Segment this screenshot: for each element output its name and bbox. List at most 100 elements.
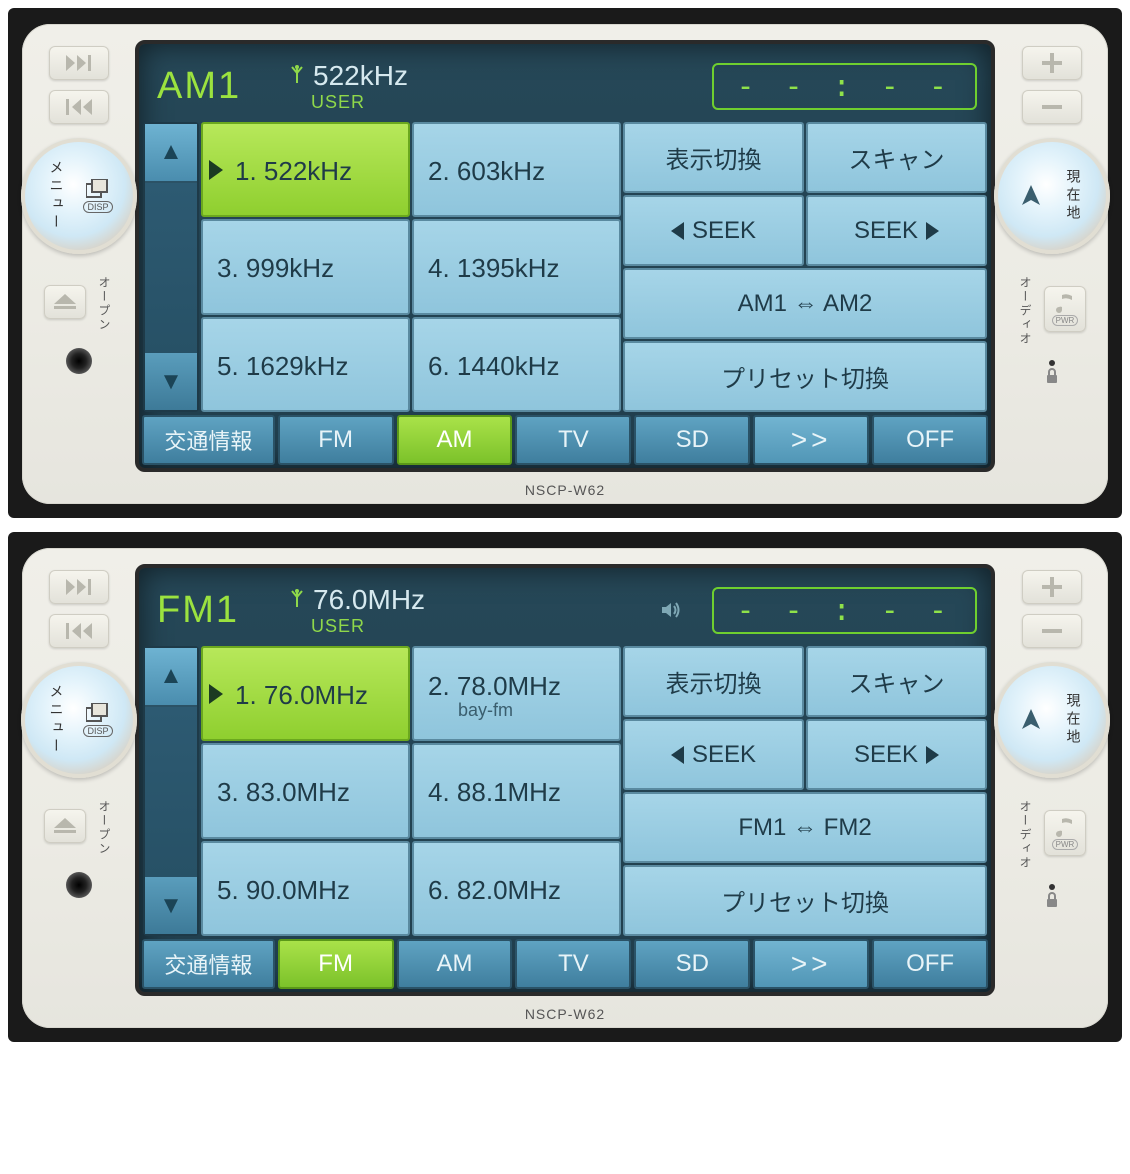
preset-3[interactable]: 3. 999kHz	[201, 219, 410, 314]
clock-display: - - : - -	[712, 63, 977, 110]
preset-1[interactable]: 1. 522kHz	[201, 122, 410, 217]
indicator-dot	[1049, 360, 1055, 366]
source-sd[interactable]: SD	[634, 939, 750, 989]
volume-down-button[interactable]	[1022, 614, 1082, 648]
band-indicator: AM1	[157, 65, 277, 108]
source-more[interactable]: >>	[753, 939, 869, 989]
head-unit-0: メニュー DISP オープン AM1	[8, 8, 1122, 518]
aux-jack	[66, 348, 92, 374]
antenna-icon	[289, 65, 305, 85]
preset-1[interactable]: 1. 76.0MHz	[201, 646, 410, 741]
track-next-button[interactable]	[49, 570, 109, 604]
preset-switch-button[interactable]: プリセット切換	[623, 865, 987, 936]
eject-button[interactable]	[44, 285, 86, 319]
display-switch-button[interactable]: 表示切換	[623, 646, 804, 717]
volume-down-button[interactable]	[1022, 90, 1082, 124]
volume-up-button[interactable]	[1022, 46, 1082, 80]
scroll-up-button[interactable]: ▲	[145, 124, 197, 183]
source-am[interactable]: AM	[397, 415, 513, 465]
right-hw-column: 現在地 オーディオ PWR	[995, 40, 1108, 498]
aux-jack	[66, 872, 92, 898]
user-label: USER	[311, 616, 425, 637]
scroll-track[interactable]	[145, 707, 197, 877]
control-column: 表示切換 スキャン SEEK SEEK FM1 ⇔ FM2	[623, 646, 987, 936]
location-knob[interactable]: 現在地	[994, 138, 1110, 254]
preset-4[interactable]: 4. 1395kHz	[412, 219, 621, 314]
preset-6[interactable]: 6. 82.0MHz	[412, 841, 621, 936]
power-button[interactable]: PWR	[1044, 810, 1086, 856]
menu-knob[interactable]: メニュー DISP	[21, 138, 137, 254]
menu-knob[interactable]: メニュー DISP	[21, 662, 137, 778]
nav-arrow-icon	[1018, 707, 1044, 733]
source-tv[interactable]: TV	[515, 939, 631, 989]
seek-down-button[interactable]: SEEK	[623, 195, 804, 266]
source-fm[interactable]: FM	[278, 939, 394, 989]
scroll-down-button[interactable]: ▼	[145, 877, 197, 934]
source-bar: 交通情報FMAMTVSD>>OFF	[139, 936, 991, 992]
power-button[interactable]: PWR	[1044, 286, 1086, 332]
model-label: NSCP-W62	[525, 482, 605, 498]
source-fm[interactable]: FM	[278, 415, 394, 465]
open-label: オープン	[96, 800, 113, 856]
preset-4[interactable]: 4. 88.1MHz	[412, 743, 621, 838]
source-am[interactable]: AM	[397, 939, 513, 989]
band-switch-button[interactable]: FM1 ⇔ FM2	[623, 792, 987, 863]
track-next-button[interactable]	[49, 46, 109, 80]
status-bar: FM1 76.0MHz USER - - : - -	[139, 568, 991, 646]
preset-3[interactable]: 3. 83.0MHz	[201, 743, 410, 838]
preset-scroller: ▲ ▼	[143, 646, 199, 936]
status-bar: AM1 522kHz USER - - : - -	[139, 44, 991, 122]
current-frequency: 522kHz	[313, 60, 408, 92]
playing-indicator-icon	[209, 684, 223, 704]
track-prev-button[interactable]	[49, 614, 109, 648]
screen-area: AM1 522kHz USER - - : - -	[135, 40, 995, 498]
scan-button[interactable]: スキャン	[806, 122, 987, 193]
location-label: 現在地	[1064, 693, 1084, 747]
head-unit-1: メニュー DISP オープン FM1	[8, 532, 1122, 1042]
source-bar: 交通情報FMAMTVSD>>OFF	[139, 412, 991, 468]
speaker-icon	[660, 600, 682, 620]
seek-down-button[interactable]: SEEK	[623, 719, 804, 790]
scroll-down-button[interactable]: ▼	[145, 353, 197, 410]
current-frequency: 76.0MHz	[313, 584, 425, 616]
volume-up-button[interactable]	[1022, 570, 1082, 604]
source-off[interactable]: OFF	[872, 415, 988, 465]
source-tv[interactable]: TV	[515, 415, 631, 465]
seek-up-button[interactable]: SEEK	[806, 195, 987, 266]
screen: FM1 76.0MHz USER - - : - -	[135, 564, 995, 996]
triangle-left-icon	[671, 746, 684, 764]
band-switch-button[interactable]: AM1 ⇔ AM2	[623, 268, 987, 339]
source-traffic[interactable]: 交通情報	[142, 415, 275, 465]
location-knob[interactable]: 現在地	[994, 662, 1110, 778]
preset-scroller: ▲ ▼	[143, 122, 199, 412]
triangle-right-icon	[926, 222, 939, 240]
lock-icon	[1045, 892, 1059, 908]
preset-grid: 1. 522kHz 2. 603kHz 3. 999kHz 4. 1395kHz	[201, 122, 621, 412]
disp-label: DISP	[83, 725, 112, 737]
seek-up-button[interactable]: SEEK	[806, 719, 987, 790]
source-traffic[interactable]: 交通情報	[142, 939, 275, 989]
scan-button[interactable]: スキャン	[806, 646, 987, 717]
eject-button[interactable]	[44, 809, 86, 843]
band-indicator: FM1	[157, 589, 277, 632]
source-sd[interactable]: SD	[634, 415, 750, 465]
screen-area: FM1 76.0MHz USER - - : - -	[135, 564, 995, 1022]
source-off[interactable]: OFF	[872, 939, 988, 989]
left-hw-column: メニュー DISP オープン	[22, 40, 135, 498]
windows-icon	[86, 179, 110, 199]
clock-display: - - : - -	[712, 587, 977, 634]
track-prev-button[interactable]	[49, 90, 109, 124]
preset-5[interactable]: 5. 1629kHz	[201, 317, 410, 412]
preset-2[interactable]: 2. 603kHz	[412, 122, 621, 217]
preset-6[interactable]: 6. 1440kHz	[412, 317, 621, 412]
scroll-up-button[interactable]: ▲	[145, 648, 197, 707]
scroll-track[interactable]	[145, 183, 197, 353]
preset-2[interactable]: 2. 78.0MHz bay-fm	[412, 646, 621, 741]
location-label: 現在地	[1064, 169, 1084, 223]
source-more[interactable]: >>	[753, 415, 869, 465]
display-switch-button[interactable]: 表示切換	[623, 122, 804, 193]
preset-switch-button[interactable]: プリセット切換	[623, 341, 987, 412]
indicator-dot	[1049, 884, 1055, 890]
antenna-icon	[289, 589, 305, 609]
preset-5[interactable]: 5. 90.0MHz	[201, 841, 410, 936]
